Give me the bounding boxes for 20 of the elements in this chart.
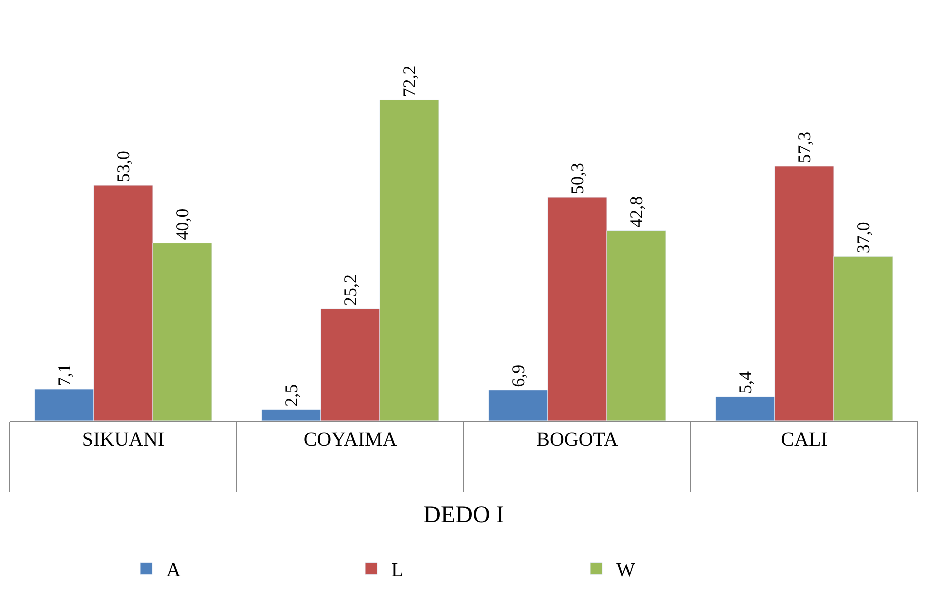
- data-label: 5,4: [735, 372, 756, 394]
- data-label: 7,1: [54, 364, 74, 386]
- data-label: 50,3: [568, 163, 588, 195]
- x-tick-label: COYAIMA: [304, 429, 398, 451]
- x-tick-label: CALI: [781, 429, 828, 451]
- data-label: 40,0: [172, 208, 193, 240]
- x-tick-label: BOGOTA: [536, 429, 619, 451]
- data-label: 57,3: [794, 132, 814, 164]
- data-label: 2,5: [281, 384, 302, 407]
- data-label: 42,8: [626, 196, 647, 228]
- legend-label: L: [392, 560, 404, 582]
- legend-label: A: [166, 560, 182, 582]
- data-label: 53,0: [114, 151, 134, 183]
- x-axis-title: DEDO I: [424, 502, 504, 528]
- data-label: 37,0: [854, 222, 874, 254]
- data-label: 6,9: [508, 364, 528, 388]
- x-tick-label: SIKUANI: [82, 429, 165, 451]
- data-label: 25,2: [340, 274, 360, 306]
- legend-label: W: [616, 560, 636, 582]
- data-label: 72,2: [400, 66, 420, 98]
